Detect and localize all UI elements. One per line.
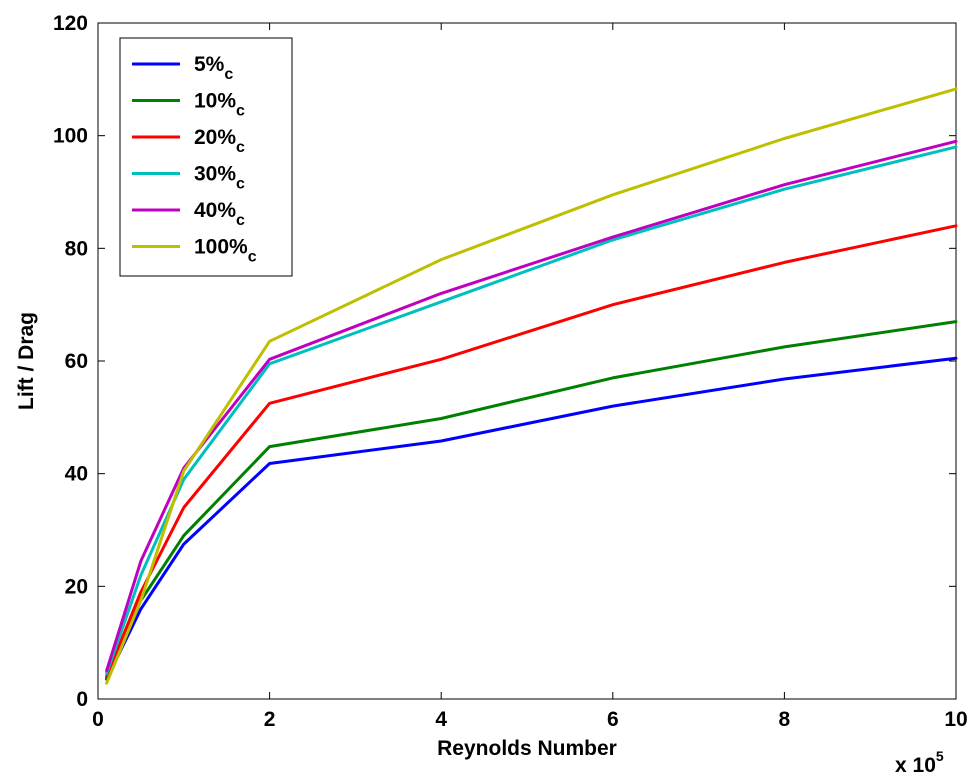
x-tick-label: 0: [92, 708, 104, 731]
legend-label-1: 5%c: [194, 53, 233, 83]
x-axis-label: Reynolds Number: [437, 737, 617, 760]
y-tick-label: 0: [76, 688, 88, 711]
x-tick-label: 2: [264, 708, 276, 731]
legend-label-2: 10%c: [194, 90, 245, 120]
legend-label-text: 5%: [194, 53, 225, 76]
x-tick-label: 10: [944, 708, 967, 731]
legend-label-text: 100%: [194, 236, 248, 259]
legend-label-subscript: c: [236, 176, 245, 193]
legend-label-text: 40%: [194, 199, 236, 222]
legend-label-subscript: c: [248, 249, 257, 266]
legend-label-text: 10%: [194, 90, 236, 113]
legend-box: [119, 37, 293, 277]
legend-label-6: 100%c: [194, 236, 257, 266]
x-multiplier-exponent: 5: [936, 748, 944, 764]
legend-label-4: 30%c: [194, 163, 245, 193]
legend-label-subscript: c: [236, 139, 245, 156]
y-axis-label: Lift / Drag: [15, 312, 38, 410]
y-tick-label: 100: [53, 125, 88, 148]
x-axis-multiplier: x 105: [895, 748, 944, 777]
y-tick-label: 80: [65, 237, 88, 260]
legend-label-3: 20%c: [194, 126, 245, 156]
x-multiplier-base: x 10: [895, 754, 936, 777]
legend-label-subscript: c: [224, 66, 233, 83]
x-tick-label: 4: [435, 708, 447, 731]
legend-label-text: 30%: [194, 163, 236, 186]
legend-label-5: 40%c: [194, 199, 245, 229]
legend-label-subscript: c: [236, 103, 245, 120]
series-line-6: [105, 87, 958, 685]
y-tick-label: 20: [65, 575, 88, 598]
series-line-4: [105, 145, 958, 676]
y-tick-label: 60: [65, 350, 88, 373]
x-axis-ticks: 0 2 4 6 8 10: [92, 23, 968, 731]
legend-label-text: 20%: [194, 126, 236, 149]
series-line-5: [105, 139, 958, 673]
series-lines: [105, 87, 958, 685]
y-tick-label: 40: [65, 463, 88, 486]
series-line-1: [105, 356, 958, 681]
legend-label-subscript: c: [236, 212, 245, 229]
y-axis-ticks: 0 20 40 60 80 100 120: [53, 12, 956, 711]
series-line-2: [105, 320, 958, 680]
x-tick-label: 8: [779, 708, 791, 731]
y-tick-label: 120: [53, 12, 88, 35]
x-tick-label: 6: [607, 708, 619, 731]
